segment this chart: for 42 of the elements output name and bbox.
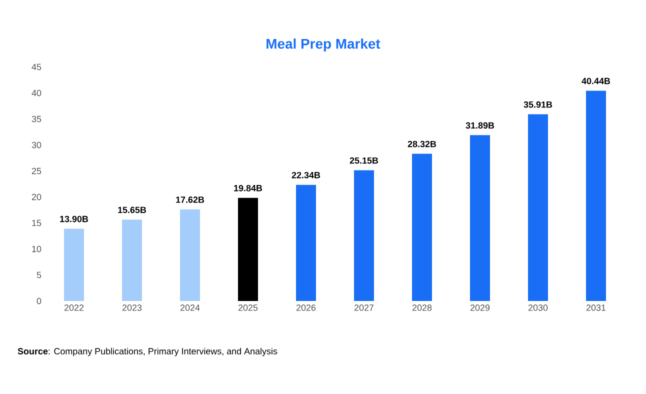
data-label: 17.62B xyxy=(176,196,204,203)
x-tick-label: 2031 xyxy=(586,304,606,311)
x-tick-label: 2022 xyxy=(64,304,84,311)
data-label: 13.90B xyxy=(60,216,88,222)
y-tick-label: 35 xyxy=(32,116,42,122)
bar xyxy=(354,170,374,301)
y-tick-label: 30 xyxy=(32,142,42,148)
bar xyxy=(412,154,432,301)
bar xyxy=(64,228,84,301)
bar xyxy=(238,198,258,301)
y-tick-label: 45 xyxy=(32,64,42,70)
bar xyxy=(122,220,142,301)
bar xyxy=(296,184,316,301)
data-label: 35.91B xyxy=(524,101,552,108)
bar xyxy=(528,114,548,301)
y-tick-label: 0 xyxy=(36,298,42,304)
y-tick-label: 10 xyxy=(32,246,42,252)
y-tick-label: 20 xyxy=(32,194,42,200)
data-label: 22.34B xyxy=(292,172,320,178)
data-label: 25.15B xyxy=(350,157,378,164)
bar xyxy=(180,209,200,301)
y-tick-label: 25 xyxy=(32,168,42,174)
x-tick-label: 2026 xyxy=(296,304,316,311)
data-label: 19.84B xyxy=(234,184,262,192)
x-tick-label: 2025 xyxy=(238,304,258,311)
x-tick-label: 2029 xyxy=(470,304,490,311)
x-tick-label: 2023 xyxy=(122,304,142,311)
bar xyxy=(586,90,606,301)
data-label: 28.32B xyxy=(408,140,436,148)
x-tick-label: 2028 xyxy=(412,304,432,311)
y-tick-label: 15 xyxy=(32,220,42,226)
data-label: 31.89B xyxy=(466,122,494,129)
data-label: 15.65B xyxy=(118,206,146,214)
x-tick-label: 2027 xyxy=(354,304,374,311)
x-tick-label: 2030 xyxy=(528,304,548,311)
bar xyxy=(470,135,490,301)
data-label: 40.44B xyxy=(582,78,610,84)
y-tick-label: 40 xyxy=(32,90,42,96)
x-tick-label: 2024 xyxy=(180,304,200,311)
y-tick-label: 5 xyxy=(36,272,42,278)
chart-title: Meal Prep Market xyxy=(266,38,380,52)
text: Source: Company Publications, Primary Interviews, and Analysis xyxy=(18,348,278,356)
